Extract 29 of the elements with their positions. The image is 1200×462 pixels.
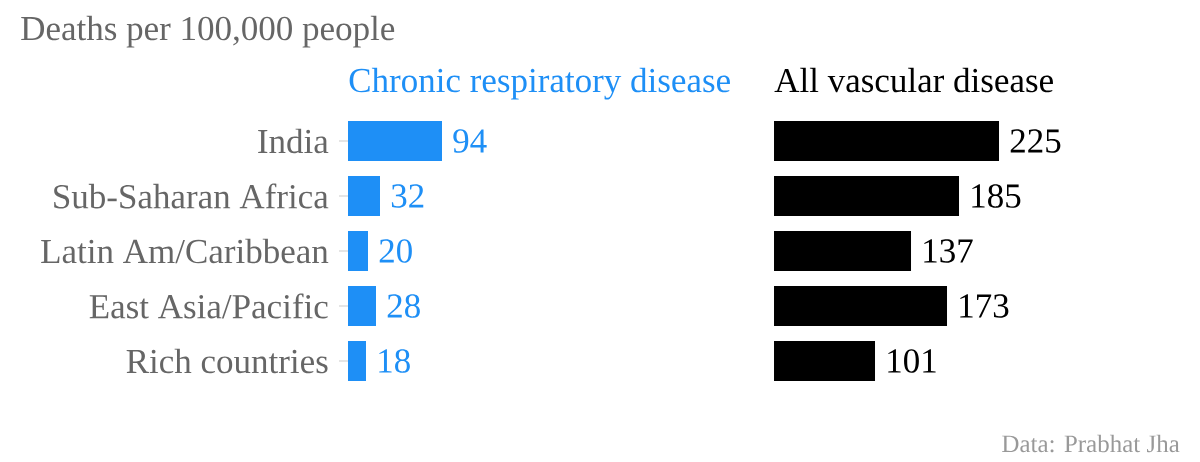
bar bbox=[348, 121, 442, 162]
data-label: 94 bbox=[453, 129, 487, 153]
y-tick-label: East Asia/Pacific bbox=[89, 293, 328, 319]
data-label: 185 bbox=[972, 184, 1021, 208]
y-tick-label: Sub-Saharan Africa bbox=[54, 183, 329, 209]
bar bbox=[774, 176, 960, 217]
bar bbox=[348, 286, 376, 326]
data-label: 28 bbox=[387, 294, 420, 318]
data-label: 101 bbox=[888, 349, 936, 373]
bar bbox=[774, 231, 912, 271]
data-label: 32 bbox=[391, 184, 424, 208]
data-label: 225 bbox=[1010, 129, 1061, 153]
bar bbox=[774, 341, 876, 381]
bar bbox=[774, 286, 948, 326]
data-label: 173 bbox=[960, 294, 1009, 318]
bar bbox=[348, 176, 380, 216]
y-tick-label: Latin Am/Caribbean bbox=[41, 238, 329, 264]
text: Data: Prabhat Jha bbox=[1002, 434, 1180, 453]
y-tick-label: Rich countries bbox=[126, 348, 328, 374]
bar bbox=[348, 341, 366, 381]
series-label: Chronic respiratory disease bbox=[349, 67, 730, 100]
y-tick-label: India bbox=[258, 128, 329, 154]
series-label: All vascular disease bbox=[774, 67, 1053, 93]
bar bbox=[348, 231, 368, 271]
data-label: 137 bbox=[924, 239, 973, 263]
data-label: 18 bbox=[379, 349, 410, 373]
bar bbox=[774, 121, 1000, 162]
chart-title: Deaths per 100,000 people bbox=[21, 15, 395, 48]
data-label: 20 bbox=[379, 239, 412, 263]
